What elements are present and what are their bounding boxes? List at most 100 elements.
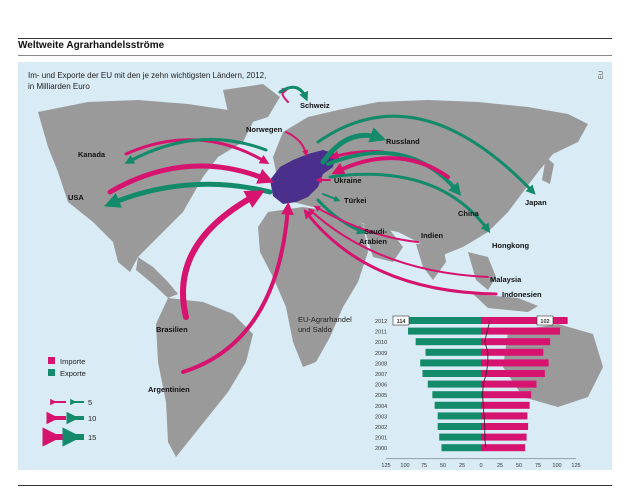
japan-land [542,157,554,184]
export-bar [425,348,481,356]
label-kanada: Kanada [78,150,106,159]
label-indonesien: Indonesien [502,290,542,299]
label-schweiz: Schweiz [300,101,330,110]
value-label-import-2012-box [392,315,410,326]
x-tick-label: 100 [552,463,561,469]
value-label-export-2012-box [536,315,554,326]
import-bar [481,391,532,399]
year-label: 2006 [375,383,387,389]
legend-scale-10-label: 10 [88,414,96,423]
export-arrow-japan [316,114,536,195]
import-bar [481,327,561,335]
label-russland: Russland [386,137,420,146]
label-saudi: Saudi- [364,227,387,236]
year-label: 2003 [375,414,387,420]
import-arrow-malaysia [308,208,489,278]
import-bar [481,380,537,388]
title-rule [18,55,612,56]
balance-line [482,320,491,448]
chart-title-line-2: und Saldo [298,325,332,334]
trade-balance-chart: EU-Agrarhandel und Saldo 2012 2011 2010 200… [298,315,581,469]
export-bar [437,423,481,430]
import-bar [481,317,568,324]
import-bar [481,370,545,377]
bottom-rule [18,485,612,486]
import-arrow-indien [313,205,419,243]
label-malaysia: Malaysia [490,275,522,284]
year-label: 2008 [375,361,387,367]
page-title: Weltweite Agrarhandelsströme [18,40,165,51]
year-label: 2000 [375,446,387,452]
greenland-land [223,84,280,124]
export-bar [420,359,481,367]
import-arrow-china [331,156,450,179]
value-label-export-2012: 102 [540,319,549,325]
year-label: 2012 [375,319,387,325]
north-america-land [38,100,253,272]
export-bar [441,444,481,452]
export-arrow-russland [320,127,387,165]
import-bar [481,348,544,356]
label-china: China [458,209,480,218]
southeast-asia-land [468,252,496,290]
eu-region [270,150,336,204]
export-arrow-hongkong [328,172,491,234]
export-arrow-schweiz [278,85,309,102]
year-label: 2001 [375,436,387,442]
subtitle: Im- und Exporte der EU mit den je zehn w… [28,70,308,92]
export-arrow-china [326,150,462,196]
legend-import-swatch [48,357,55,364]
label-norwegen: Norwegen [246,125,283,134]
export-bar [422,370,481,377]
year-label: 2005 [375,393,387,399]
export-bar [434,401,481,409]
import-bar [481,338,551,346]
year-label: 2009 [375,351,387,357]
x-tick-label: 50 [516,463,522,469]
import-bar [481,433,527,441]
chart-x-ticks: 125 100 75 50 25 0 25 50 75 100 125 [381,458,581,469]
legend-scale-5: 5 [50,398,92,407]
top-rule [18,38,612,39]
x-tick-label: 0 [479,463,482,469]
legend: Importe Exporte 5 10 15 [42,357,96,447]
chart-bars [403,317,568,452]
import-arrow-norwegen [285,131,309,157]
legend-import-label: Importe [60,357,85,366]
subtitle-line-2: in Milliarden Euro [28,82,90,91]
label-japan: Japan [525,198,547,207]
import-arrow-brasilien [180,190,265,320]
import-arrow-indonesien [303,208,498,296]
year-label: 2010 [375,340,387,346]
subtitle-line-1: Im- und Exporte der EU mit den je zehn w… [28,71,267,80]
map-panel: Im- und Exporte der EU mit den je zehn w… [18,62,612,470]
export-arrow-tuerkei [322,193,341,202]
year-label: 2002 [375,425,387,431]
export-arrow-kanada [124,137,268,164]
import-bar [481,359,549,367]
label-tuerkei: Türkei [344,196,367,205]
country-labels: Schweiz Norwegen Kanada Russland USA Ukr… [68,101,547,394]
trade-arrows [104,85,536,374]
legend-scale-15: 15 [42,427,96,447]
label-arabien: Arabien [359,237,387,246]
label-usa: USA [68,193,84,202]
export-bar [403,317,481,324]
x-tick-label: 25 [459,463,465,469]
chart-value-labels: 114 102 [392,315,554,326]
chart-title-line-1: EU-Agrarhandel [298,315,352,324]
export-bar [439,433,481,441]
indonesia-land [473,294,538,312]
label-ukraine: Ukraine [334,176,362,185]
import-bar [481,412,528,420]
import-bar [481,444,526,452]
label-argentinien: Argentinien [148,385,190,394]
x-tick-label: 75 [535,463,541,469]
x-tick-label: 100 [400,463,409,469]
legend-scale-5-label: 5 [88,398,92,407]
legend-export-label: Exporte [60,369,86,378]
import-arrow-schweiz [281,87,289,103]
legend-scale-15-label: 15 [88,433,96,442]
value-label-import-2012: 114 [397,319,407,325]
